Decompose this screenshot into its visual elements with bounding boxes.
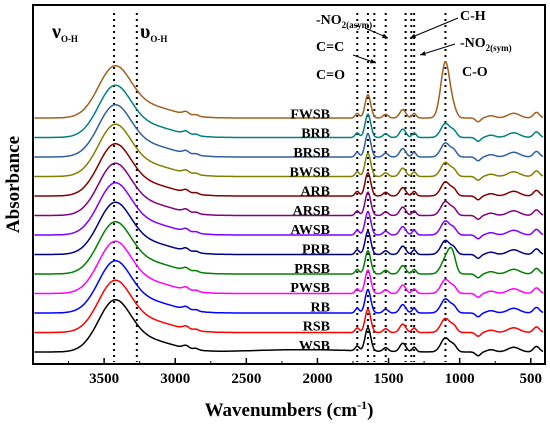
- series-line-prb: [34, 201, 544, 259]
- series-label-prsb: PRSB: [294, 262, 330, 277]
- annotation-arrowhead: [410, 33, 416, 39]
- annotation-cc: C=C: [316, 40, 344, 55]
- annotation-ch: C-H: [460, 9, 486, 24]
- annotation-no2a: -NO2(asym): [316, 13, 372, 30]
- x-tick-label: 1500: [374, 371, 404, 387]
- series-label-rsb: RSB: [303, 320, 330, 335]
- series-label-bwsb: BWSB: [290, 165, 330, 180]
- series-label-rb: RB: [311, 300, 330, 315]
- series-label-prb: PRB: [302, 243, 330, 258]
- series-label-fwsb: FWSB: [290, 107, 330, 122]
- series-line-brb: [34, 84, 544, 142]
- annotation-arrow: [419, 43, 456, 56]
- annotation-arrowhead: [420, 51, 426, 56]
- series-label-brsb: BRSB: [293, 146, 330, 161]
- series-line-fwsb: [34, 60, 544, 123]
- annotation-arrowhead: [370, 58, 376, 64]
- annotation-no2s: -NO2(sym): [460, 36, 512, 53]
- x-axis-label: Wavenumbers (cm-1): [205, 398, 374, 421]
- series-label-wsb: WSB: [299, 339, 330, 354]
- y-axis-label: Absorbance: [3, 136, 24, 233]
- annotation-voh2: υO-H: [140, 21, 167, 44]
- annotation-arrowhead: [382, 33, 388, 38]
- series-line-prsb: [34, 220, 544, 279]
- series-line-rsb: [34, 279, 544, 337]
- x-tick-label: 3500: [89, 371, 119, 387]
- annotation-co1: C=O: [316, 68, 345, 83]
- annotation-co2: C-O: [462, 65, 488, 80]
- x-tick-label: 1000: [445, 371, 475, 387]
- x-tick-label: 2000: [302, 371, 332, 387]
- series-line-wsb: [34, 298, 544, 357]
- x-tick-label: 2500: [231, 371, 261, 387]
- annotation-arrow: [409, 17, 459, 39]
- x-tick-label: 500: [520, 371, 543, 387]
- series-label-brb: BRB: [301, 127, 330, 142]
- series-line-arb: [34, 142, 544, 201]
- series-line-brsb: [34, 103, 544, 162]
- series-line-rb: [34, 259, 544, 318]
- series-line-bwsb: [34, 123, 544, 181]
- series-label-arb: ARB: [300, 185, 330, 200]
- series-label-awsb: AWSB: [290, 223, 330, 238]
- series-label-pwsb: PWSB: [290, 281, 330, 296]
- series-line-arsb: [34, 162, 544, 220]
- x-tick-label: 3000: [160, 371, 190, 387]
- annotation-voh1: νO-H: [51, 21, 78, 44]
- series-label-arsb: ARSB: [293, 204, 330, 219]
- plot-frame: [32, 4, 546, 365]
- series-line-awsb: [34, 181, 544, 240]
- series-line-pwsb: [34, 240, 544, 298]
